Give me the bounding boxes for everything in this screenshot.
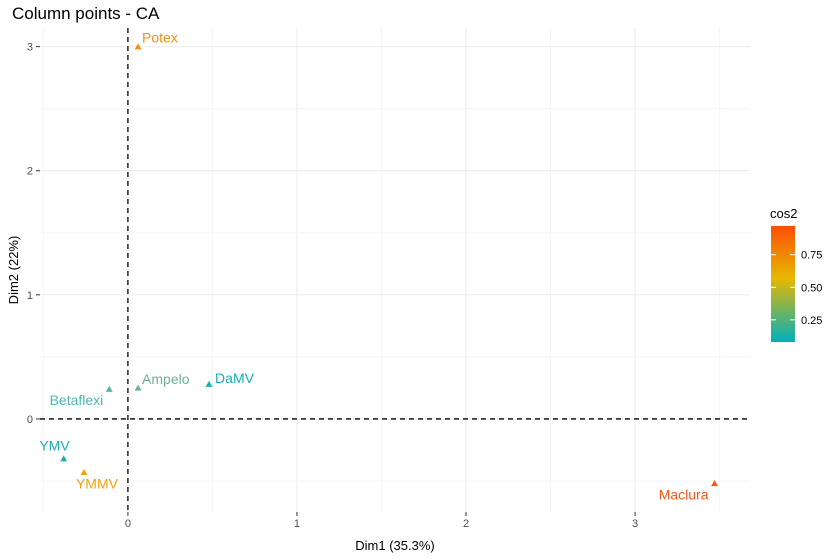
point-label: DaMV — [215, 370, 255, 386]
chart-title: Column points - CA — [12, 4, 160, 23]
legend-tick-label: 0.75 — [801, 250, 822, 262]
x-tick-label: 3 — [632, 518, 638, 530]
point-label: YMMV — [76, 475, 119, 491]
reference-lines — [40, 28, 750, 512]
axis-ticks: 0 1 2 3 0 1 2 3 — [27, 42, 638, 530]
legend-colorbar — [771, 226, 795, 342]
points: Potex Ampelo DaMV Betaflexi YMV YMMV Maclura — [39, 30, 718, 502]
point-marker — [134, 43, 142, 50]
y-tick-label: 1 — [27, 290, 33, 302]
y-tick-label: 0 — [27, 414, 33, 426]
point-marker — [80, 468, 88, 476]
x-tick-label: 0 — [125, 518, 131, 530]
legend-tick-label: 0.50 — [801, 282, 822, 294]
point-marker — [105, 385, 113, 392]
legend-tick-label: 0.25 — [801, 315, 822, 327]
legend-title: cos2 — [770, 206, 797, 221]
point-marker — [134, 384, 142, 391]
point-label: Potex — [142, 30, 178, 46]
y-tick-label: 3 — [27, 42, 33, 54]
point-label: Ampelo — [142, 371, 190, 387]
point-label: Betaflexi — [50, 392, 104, 408]
point-marker — [205, 380, 213, 387]
x-tick-label: 2 — [463, 518, 469, 530]
point-label: YMV — [39, 438, 70, 454]
y-tick-label: 2 — [27, 166, 33, 178]
x-tick-label: 1 — [294, 518, 300, 530]
y-axis-label: Dim2 (22%) — [6, 236, 21, 305]
x-axis-label: Dim1 (35.3%) — [355, 538, 434, 553]
grid — [40, 28, 750, 512]
legend: cos2 0.25 0.50 0.75 — [770, 206, 822, 342]
point-marker — [60, 455, 68, 462]
point-marker — [711, 480, 718, 487]
point-label: Maclura — [659, 486, 709, 502]
